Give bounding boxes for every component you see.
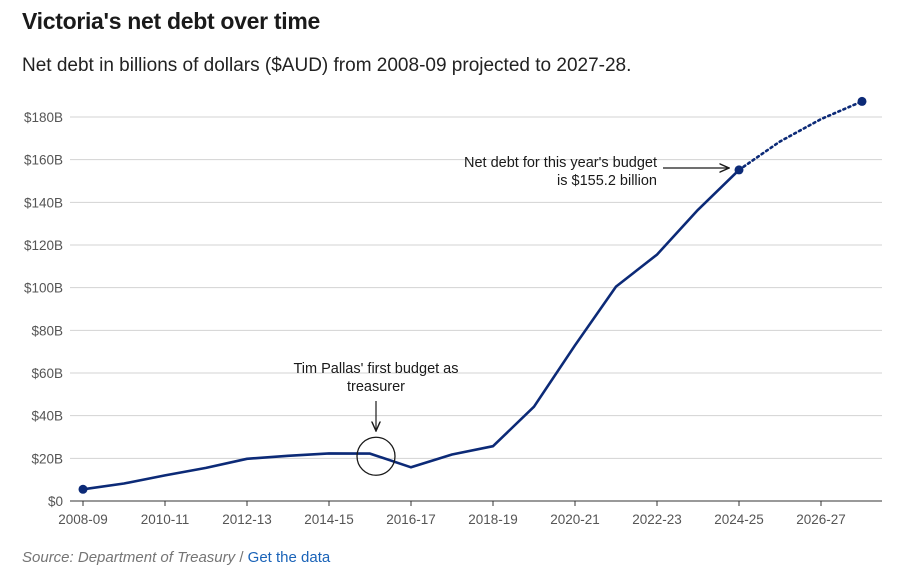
y-tick-label: $160B bbox=[24, 153, 63, 168]
annotation-text-line: is $155.2 billion bbox=[557, 173, 657, 189]
x-tick-label: 2008-09 bbox=[58, 512, 108, 527]
annotations: Tim Pallas' first budget as treasurer Net … bbox=[293, 155, 729, 476]
x-tick-label: 2022-23 bbox=[632, 512, 682, 527]
x-tick-label: 2024-25 bbox=[714, 512, 764, 527]
series-line-actual bbox=[82, 168, 740, 491]
chart-title: Victoria's net debt over time bbox=[22, 8, 320, 34]
data-point-marker bbox=[78, 484, 88, 494]
x-tick-label: 2010-11 bbox=[141, 512, 190, 527]
y-tick-label: $0 bbox=[48, 494, 63, 509]
y-tick-label: $20B bbox=[31, 451, 63, 466]
y-tick-label: $100B bbox=[24, 281, 63, 296]
annotation-text-line: Net debt for this year's budget bbox=[464, 155, 657, 171]
chart-subtitle: Net debt in billions of dollars ($AUD) f… bbox=[22, 55, 632, 76]
series-line-projected bbox=[737, 100, 864, 172]
source-separator: / bbox=[239, 549, 244, 566]
x-tick-label: 2026-27 bbox=[796, 512, 846, 527]
source-text: Source: Department of Treasury bbox=[22, 549, 236, 566]
x-tick-label: 2016-17 bbox=[386, 512, 436, 527]
x-tick-label: 2020-21 bbox=[550, 512, 600, 527]
annotation-text-line: Tim Pallas' first budget as bbox=[293, 361, 458, 377]
y-tick-label: $60B bbox=[31, 366, 63, 381]
series-net-debt bbox=[78, 96, 867, 494]
get-the-data-link[interactable]: Get the data bbox=[247, 549, 331, 566]
y-tick-label: $80B bbox=[31, 323, 63, 338]
gridlines bbox=[70, 116, 882, 459]
x-tick-label: 2012-13 bbox=[222, 512, 272, 527]
x-tick-label: 2014-15 bbox=[304, 512, 354, 527]
y-tick-label: $120B bbox=[24, 238, 63, 253]
y-tick-label: $180B bbox=[24, 110, 63, 125]
annotation-circle bbox=[356, 436, 396, 476]
source-line: Source: Department of Treasury / Get the… bbox=[22, 549, 330, 566]
x-axis: 2008-09 2010-11 2012-13 2014-15 2016-17 2018-… bbox=[58, 500, 882, 527]
annotation-text-line: treasurer bbox=[347, 379, 405, 395]
data-point-marker bbox=[734, 165, 744, 175]
y-tick-label: $40B bbox=[31, 409, 63, 424]
y-tick-label: $140B bbox=[24, 195, 63, 210]
data-point-marker bbox=[857, 96, 867, 106]
x-tick-label: 2018-19 bbox=[468, 512, 518, 527]
y-axis: $0 $20B $40B $60B $80B $100B $120B $140B $160B $1… bbox=[24, 110, 63, 509]
